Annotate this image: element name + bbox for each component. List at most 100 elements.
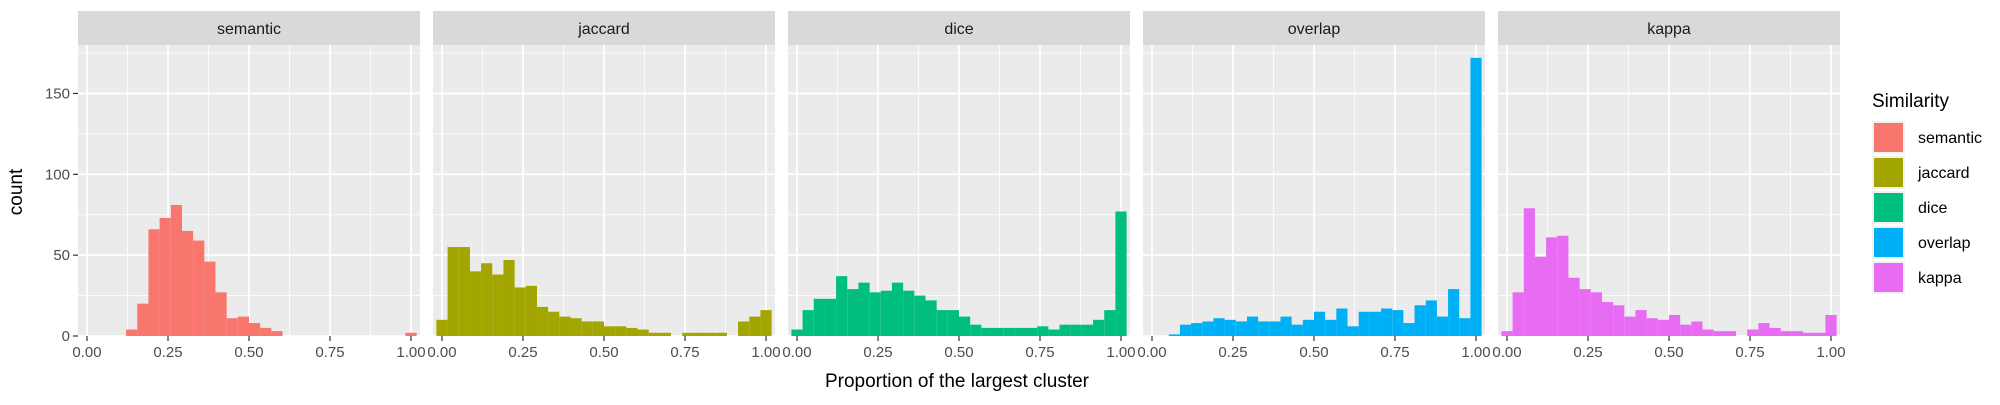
x-tick-label: 0.50 xyxy=(1299,344,1328,361)
histogram-bar xyxy=(992,327,1004,336)
histogram-bar xyxy=(193,240,205,336)
y-axis: 0 50 100 150 xyxy=(45,85,78,345)
histogram-bar xyxy=(1347,326,1359,336)
histogram-bar xyxy=(1081,324,1094,336)
histogram-bar xyxy=(271,331,283,336)
facet-panel-jaccard: jaccard 0.00 0.25 0.50 0.75 1.00 xyxy=(427,11,781,361)
x-tick-label: 0.50 xyxy=(944,344,973,361)
histogram-bar xyxy=(1403,323,1415,336)
x-tick-label: 0.00 xyxy=(1137,344,1166,361)
histogram-bar xyxy=(836,276,848,336)
histogram-bar xyxy=(181,230,194,336)
histogram-bar xyxy=(791,329,803,336)
histogram-bar xyxy=(204,261,216,336)
x-tick-label: 0.00 xyxy=(72,344,101,361)
histogram-bar xyxy=(514,287,526,336)
histogram-bar xyxy=(847,289,859,336)
histogram-bar xyxy=(1814,332,1826,336)
histogram-bar xyxy=(1202,321,1214,336)
histogram-bar xyxy=(260,327,272,336)
histogram-bar xyxy=(1825,314,1837,336)
histogram-bar xyxy=(1224,319,1236,336)
histogram-bar xyxy=(914,295,926,336)
facet-strip-label: kappa xyxy=(1647,21,1691,38)
histogram-bar xyxy=(1093,319,1105,336)
x-tick-label: 0.25 xyxy=(1573,344,1602,361)
histogram-bar xyxy=(824,298,837,336)
histogram-bar xyxy=(1501,331,1513,336)
histogram-bar xyxy=(525,285,537,336)
histogram-bar xyxy=(1713,331,1725,336)
facet-strip xyxy=(788,11,1130,45)
histogram-bar xyxy=(1014,327,1027,336)
histogram-bar xyxy=(1568,277,1580,336)
facet-panel-semantic: semantic 0.00 0.25 0.50 0.75 1.00 xyxy=(72,11,426,361)
histogram-bar xyxy=(637,329,649,336)
facet-strip xyxy=(433,11,775,45)
histogram-bar xyxy=(958,316,971,336)
histogram-bar xyxy=(1780,331,1792,336)
facet-strip-label: overlap xyxy=(1288,21,1341,38)
histogram-bar xyxy=(858,282,870,336)
histogram-bar xyxy=(536,306,549,336)
legend-key-semantic xyxy=(1874,123,1903,152)
histogram-bar xyxy=(1523,208,1535,336)
y-tick-label: 100 xyxy=(45,166,70,183)
legend-key-dice xyxy=(1874,193,1903,222)
histogram-bar xyxy=(970,324,982,336)
x-tick-label: 0.75 xyxy=(1380,344,1409,361)
x-tick-label: 1.00 xyxy=(1816,344,1845,361)
histogram-bar xyxy=(1246,316,1259,336)
histogram-bar xyxy=(1512,292,1524,336)
histogram-bar xyxy=(981,327,993,336)
legend-label: overlap xyxy=(1918,235,1971,252)
x-tick-label: 0.50 xyxy=(589,344,618,361)
histogram-bar xyxy=(592,321,605,336)
histogram-bar xyxy=(570,318,582,336)
histogram-bar xyxy=(447,247,459,336)
histogram-bar xyxy=(237,316,250,336)
histogram-bar xyxy=(1325,319,1337,336)
histogram-bar xyxy=(1179,324,1192,336)
histogram-bar xyxy=(1724,331,1737,336)
histogram-bar xyxy=(925,300,937,336)
histogram-bar xyxy=(436,319,448,336)
facet-panel-kappa: kappa 0.00 0.25 0.50 0.75 1.00 xyxy=(1492,11,1846,361)
x-tick-label: 0.25 xyxy=(863,344,892,361)
x-tick-label: 1.00 xyxy=(751,344,780,361)
x-tick-label: 0.00 xyxy=(1492,344,1521,361)
histogram-bar xyxy=(936,310,948,336)
histogram-bar xyxy=(469,271,482,336)
histogram-bar xyxy=(1769,327,1781,336)
histogram-bar xyxy=(481,263,493,336)
histogram-bar xyxy=(1590,292,1602,336)
x-tick-label: 0.75 xyxy=(315,344,344,361)
histogram-bar xyxy=(1037,326,1049,336)
histogram-bar xyxy=(903,290,915,336)
x-tick-label: 0.50 xyxy=(234,344,263,361)
legend-title: Similarity xyxy=(1872,91,1950,112)
histogram-bar xyxy=(1557,235,1569,336)
histogram-bar xyxy=(1369,311,1382,336)
histogram-bar xyxy=(1358,311,1370,336)
histogram-bar xyxy=(1459,318,1471,336)
histogram-bar xyxy=(405,332,417,336)
x-axis-label: Proportion of the largest cluster xyxy=(825,371,1090,392)
histogram-bar xyxy=(1070,324,1082,336)
histogram-bar xyxy=(1803,332,1815,336)
histogram-bar xyxy=(738,321,750,336)
histogram-bar xyxy=(503,259,515,336)
histogram-bar xyxy=(1668,314,1681,336)
histogram-bar xyxy=(760,310,772,336)
x-tick-label: 0.75 xyxy=(1025,344,1054,361)
histogram-bar xyxy=(1291,324,1303,336)
histogram-bar xyxy=(1168,334,1180,336)
histogram-bar xyxy=(492,274,504,336)
histogram-bar xyxy=(715,332,727,336)
x-tick-label: 1.00 xyxy=(1461,344,1490,361)
histogram-bar xyxy=(1003,327,1015,336)
histogram-bar xyxy=(1213,318,1225,336)
legend-key-overlap xyxy=(1874,228,1903,257)
